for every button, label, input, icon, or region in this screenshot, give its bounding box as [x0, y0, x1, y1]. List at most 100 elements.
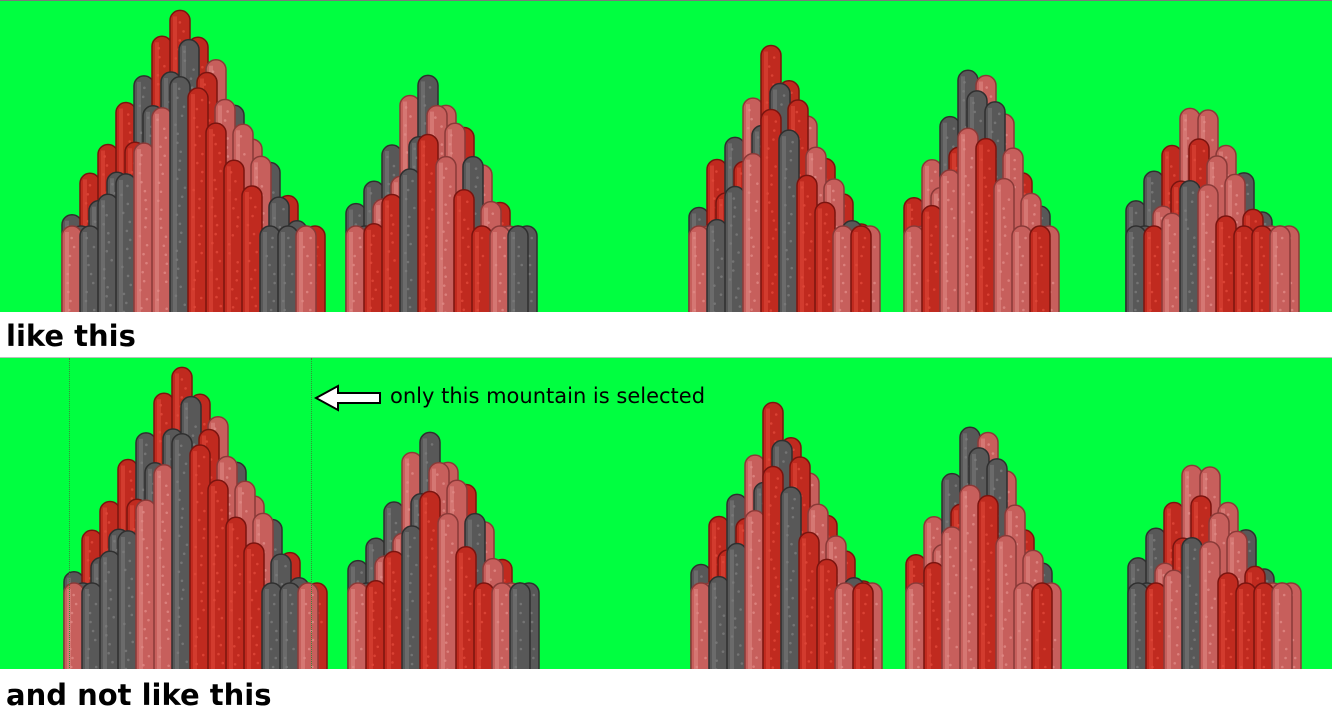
pillar: [117, 530, 139, 669]
pillar: [79, 225, 101, 312]
pillar: [1233, 225, 1255, 312]
pillar: [1235, 582, 1257, 669]
mountain-1: [61, 9, 326, 312]
selection-border-left: [69, 358, 70, 668]
pillar: [347, 582, 369, 669]
pillar: [742, 152, 764, 312]
pillar: [435, 155, 457, 312]
pillar: [471, 225, 493, 312]
pillar: [383, 550, 405, 669]
pillar: [744, 509, 766, 669]
pillar: [297, 582, 319, 669]
pillar: [153, 464, 175, 669]
pillar: [1181, 536, 1203, 669]
pillar: [453, 189, 475, 312]
pillar: [762, 465, 784, 669]
pillar: [455, 546, 477, 669]
pillar: [243, 542, 265, 669]
mountain-1: [63, 366, 328, 669]
pillar: [223, 159, 245, 312]
pillar: [941, 526, 963, 669]
mountain-2: [345, 74, 538, 312]
mountain-3: [690, 401, 883, 669]
pillar: [993, 177, 1015, 312]
pillar: [345, 225, 367, 312]
pillar: [401, 525, 423, 669]
bad-example-scene: [63, 366, 1302, 669]
pillar: [798, 531, 820, 669]
pillar: [1011, 225, 1033, 312]
pillar: [187, 87, 209, 312]
pillar: [171, 433, 193, 669]
pillar: [507, 225, 529, 312]
pillar: [473, 582, 495, 669]
mountain-5: [1127, 464, 1302, 669]
pillar: [1215, 215, 1237, 312]
pillar: [399, 168, 421, 312]
pillar: [850, 225, 872, 312]
pillar: [1013, 582, 1035, 669]
pillar: [780, 486, 802, 669]
pillar: [1127, 582, 1149, 669]
pillar: [189, 444, 211, 669]
pillar: [778, 129, 800, 312]
pillar: [903, 225, 925, 312]
pillar: [814, 201, 836, 312]
pillar: [905, 582, 927, 669]
pillar: [151, 107, 173, 312]
pillar: [365, 580, 387, 669]
pillar: [437, 512, 459, 669]
pillar: [1199, 541, 1221, 669]
pillar: [834, 582, 856, 669]
pillar: [1031, 582, 1053, 669]
pillar: [796, 174, 818, 312]
pillar: [509, 582, 531, 669]
pillar: [1029, 225, 1051, 312]
pillar: [957, 127, 979, 312]
pillar: [207, 479, 229, 669]
pillar: [225, 516, 247, 669]
bad-example-caption: and not like this: [6, 678, 272, 712]
pillar: [724, 185, 746, 312]
pillar: [1179, 179, 1201, 312]
pillar: [417, 133, 439, 312]
pillar: [363, 223, 385, 312]
pillar: [959, 484, 981, 669]
bad-example-panel: [0, 357, 1332, 669]
pillar: [690, 582, 712, 669]
pillar: [489, 225, 511, 312]
good-example-scene: [61, 9, 1300, 312]
arrow-left-icon: [314, 384, 381, 412]
pillar: [81, 582, 103, 669]
pillar: [921, 204, 943, 312]
good-example-caption: like this: [6, 319, 136, 353]
pillar: [760, 108, 782, 312]
pillar: [61, 225, 83, 312]
pillar: [1251, 225, 1273, 312]
pillar: [241, 185, 263, 312]
pillar: [726, 542, 748, 669]
mountain-4: [903, 69, 1060, 312]
pillar: [133, 142, 155, 312]
selection-border-right: [311, 358, 312, 668]
pillar: [419, 490, 441, 669]
pillar: [63, 582, 85, 669]
pillar: [832, 225, 854, 312]
pillar: [381, 193, 403, 312]
pillar: [1271, 582, 1293, 669]
pillar: [261, 582, 283, 669]
annotation-text: only this mountain is selected: [390, 384, 706, 408]
pillar: [1253, 582, 1275, 669]
pillar: [99, 550, 121, 669]
pillar: [977, 494, 999, 669]
pillar: [1217, 572, 1239, 669]
mountain-2: [347, 431, 540, 669]
pillar: [923, 561, 945, 669]
pillar: [135, 499, 157, 669]
good-example-panel: [0, 0, 1332, 312]
pillar: [259, 225, 281, 312]
pillar: [97, 193, 119, 312]
pillar: [975, 137, 997, 312]
pillar: [169, 76, 191, 312]
pillar: [1269, 225, 1291, 312]
